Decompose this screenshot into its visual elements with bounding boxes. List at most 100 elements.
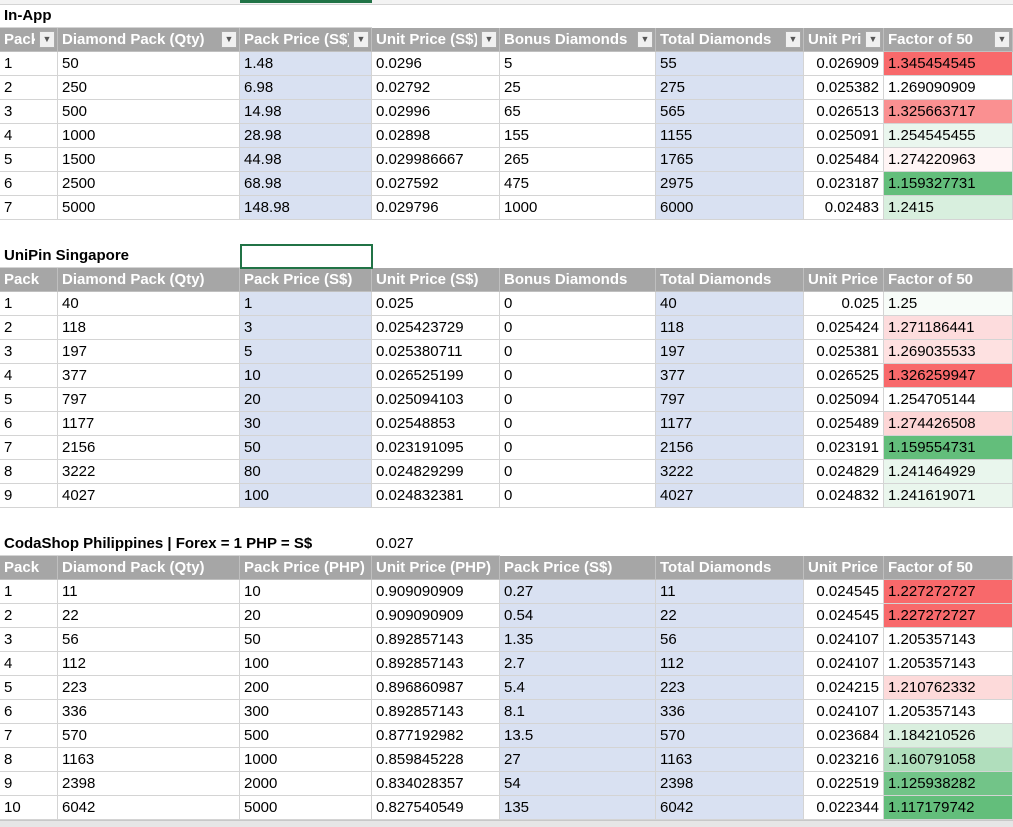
table-cell[interactable]: 2156 bbox=[656, 436, 804, 460]
table-cell[interactable]: 4027 bbox=[656, 484, 804, 508]
table-cell[interactable]: 200 bbox=[240, 676, 372, 700]
table-cell[interactable]: 1.227272727 bbox=[884, 604, 1013, 628]
table-cell[interactable]: 6 bbox=[0, 412, 58, 436]
column-header[interactable]: Total Diamonds bbox=[656, 268, 804, 292]
table-cell[interactable]: 570 bbox=[656, 724, 804, 748]
table-cell[interactable]: 22 bbox=[656, 604, 804, 628]
column-header[interactable]: Factor of 50 bbox=[884, 268, 1013, 292]
table-cell[interactable]: 50 bbox=[240, 628, 372, 652]
table-cell[interactable]: 0.025489 bbox=[804, 412, 884, 436]
table-cell[interactable]: 10 bbox=[240, 580, 372, 604]
table-cell[interactable]: 1.269090909 bbox=[884, 76, 1013, 100]
table-cell[interactable]: 0.877192982 bbox=[372, 724, 500, 748]
table-cell[interactable]: 54 bbox=[500, 772, 656, 796]
table-cell[interactable]: 0.023684 bbox=[804, 724, 884, 748]
table-cell[interactable]: 20 bbox=[240, 388, 372, 412]
table-cell[interactable]: 0.026525 bbox=[804, 364, 884, 388]
table-cell[interactable]: 0.909090909 bbox=[372, 604, 500, 628]
table-cell[interactable]: 0 bbox=[500, 316, 656, 340]
table-cell[interactable]: 0.027592 bbox=[372, 172, 500, 196]
table-cell[interactable]: 1163 bbox=[58, 748, 240, 772]
table-cell[interactable]: 1155 bbox=[656, 124, 804, 148]
table-cell[interactable]: 40 bbox=[656, 292, 804, 316]
table-cell[interactable]: 223 bbox=[58, 676, 240, 700]
table-cell[interactable]: 1500 bbox=[58, 148, 240, 172]
table-cell[interactable]: 0.024107 bbox=[804, 652, 884, 676]
table-cell[interactable]: 1.254705144 bbox=[884, 388, 1013, 412]
column-header[interactable]: Pack Price (S$) bbox=[500, 556, 656, 580]
table-cell[interactable]: 40 bbox=[58, 292, 240, 316]
table-cell[interactable]: 0 bbox=[500, 388, 656, 412]
table-cell[interactable]: 28.98 bbox=[240, 124, 372, 148]
table-cell[interactable]: 1000 bbox=[500, 196, 656, 220]
filter-dropdown-icon[interactable]: ▼ bbox=[221, 31, 237, 48]
table-cell[interactable]: 0.025380711 bbox=[372, 340, 500, 364]
table-cell[interactable]: 4 bbox=[0, 364, 58, 388]
table-cell[interactable]: 1.227272727 bbox=[884, 580, 1013, 604]
table-cell[interactable]: 0.025094103 bbox=[372, 388, 500, 412]
table-cell[interactable]: 570 bbox=[58, 724, 240, 748]
forex-rate[interactable]: 0.027 bbox=[372, 532, 500, 556]
table-cell[interactable]: 1177 bbox=[58, 412, 240, 436]
column-header[interactable]: Pack Price (S$) ▼ bbox=[240, 28, 372, 52]
table-cell[interactable]: 0.896860987 bbox=[372, 676, 500, 700]
table-cell[interactable]: 2 bbox=[0, 604, 58, 628]
sheet-tabs-bar[interactable] bbox=[0, 820, 1013, 827]
table-cell[interactable]: 377 bbox=[58, 364, 240, 388]
filter-dropdown-icon[interactable]: ▼ bbox=[39, 31, 55, 48]
table-cell[interactable]: 0.024545 bbox=[804, 580, 884, 604]
table-cell[interactable]: 56 bbox=[656, 628, 804, 652]
table-cell[interactable]: 44.98 bbox=[240, 148, 372, 172]
table-cell[interactable]: 0.026513 bbox=[804, 100, 884, 124]
table-cell[interactable]: 6 bbox=[0, 172, 58, 196]
table-cell[interactable]: 1177 bbox=[656, 412, 804, 436]
column-header[interactable]: Total Diamonds bbox=[656, 556, 804, 580]
table-cell[interactable]: 336 bbox=[656, 700, 804, 724]
table-cell[interactable]: 11 bbox=[656, 580, 804, 604]
table-cell[interactable]: 500 bbox=[58, 100, 240, 124]
table-cell[interactable]: 3 bbox=[0, 628, 58, 652]
table-cell[interactable]: 0 bbox=[500, 412, 656, 436]
table-cell[interactable]: 0.024832 bbox=[804, 484, 884, 508]
table-cell[interactable]: 0.27 bbox=[500, 580, 656, 604]
column-header[interactable]: Total Diamonds ▼ bbox=[656, 28, 804, 52]
table-cell[interactable]: 80 bbox=[240, 460, 372, 484]
column-header[interactable]: Unit Price▼ bbox=[804, 28, 884, 52]
table-cell[interactable]: 1.326259947 bbox=[884, 364, 1013, 388]
table-cell[interactable]: 56 bbox=[58, 628, 240, 652]
table-cell[interactable]: 10 bbox=[0, 796, 58, 820]
table-cell[interactable]: 5 bbox=[500, 52, 656, 76]
table-cell[interactable]: 0.892857143 bbox=[372, 652, 500, 676]
table-cell[interactable]: 5 bbox=[240, 340, 372, 364]
table-cell[interactable]: 1.35 bbox=[500, 628, 656, 652]
table-cell[interactable]: 7 bbox=[0, 436, 58, 460]
table-cell[interactable]: 25 bbox=[500, 76, 656, 100]
table-cell[interactable]: 1.159327731 bbox=[884, 172, 1013, 196]
table-cell[interactable]: 2 bbox=[0, 76, 58, 100]
column-header[interactable]: Factor of 50 ▼ bbox=[884, 28, 1013, 52]
column-header[interactable]: Bonus Diamonds ▼ bbox=[500, 28, 656, 52]
column-header[interactable]: Diamond Pack (Qty) bbox=[58, 268, 240, 292]
table-cell[interactable]: 0.02548853 bbox=[372, 412, 500, 436]
table-cell[interactable]: 0.909090909 bbox=[372, 580, 500, 604]
table-cell[interactable]: 4 bbox=[0, 652, 58, 676]
table-cell[interactable]: 1.269035533 bbox=[884, 340, 1013, 364]
table-cell[interactable]: 1.241464929 bbox=[884, 460, 1013, 484]
table-cell[interactable]: 112 bbox=[656, 652, 804, 676]
table-cell[interactable]: 1765 bbox=[656, 148, 804, 172]
column-header[interactable]: Diamond Pack (Qty) ▼ bbox=[58, 28, 240, 52]
table-cell[interactable]: 1.271186441 bbox=[884, 316, 1013, 340]
table-cell[interactable]: 0.024107 bbox=[804, 700, 884, 724]
table-title[interactable]: UniPin Singapore bbox=[0, 244, 372, 268]
table-cell[interactable]: 8.1 bbox=[500, 700, 656, 724]
table-cell[interactable]: 0.024829 bbox=[804, 460, 884, 484]
table-cell[interactable]: 2156 bbox=[58, 436, 240, 460]
table-cell[interactable]: 1 bbox=[240, 292, 372, 316]
table-cell[interactable]: 0 bbox=[500, 460, 656, 484]
table-cell[interactable]: 9 bbox=[0, 772, 58, 796]
table-cell[interactable]: 2975 bbox=[656, 172, 804, 196]
table-cell[interactable]: 22 bbox=[58, 604, 240, 628]
table-cell[interactable]: 1.117179742 bbox=[884, 796, 1013, 820]
table-cell[interactable]: 0.024829299 bbox=[372, 460, 500, 484]
table-cell[interactable]: 1163 bbox=[656, 748, 804, 772]
